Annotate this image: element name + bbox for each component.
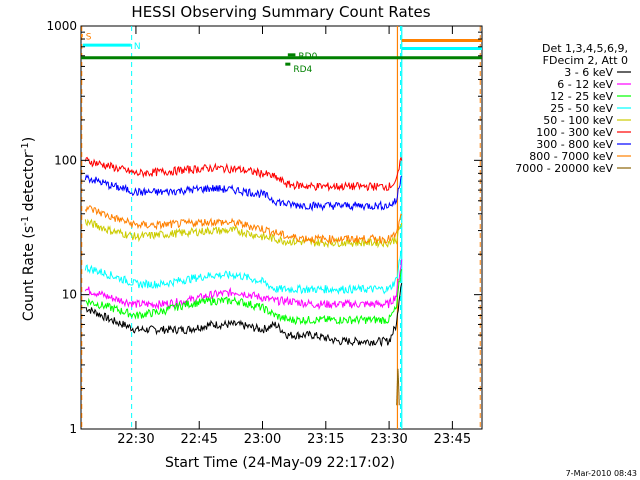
flag-layer: S N RD0 RD4	[81, 32, 482, 75]
series-line-7	[84, 205, 403, 245]
legend-entry-label: 6 - 12 keV	[557, 78, 613, 91]
series-line-8	[396, 368, 400, 406]
legend-header-line: FDecim 2, Att 0	[543, 54, 628, 67]
series-line-3	[84, 249, 403, 296]
chart-title: HESSI Observing Summary Count Rates	[131, 3, 430, 21]
y-tick-label: 1000	[46, 19, 77, 33]
y-tick-label: 100	[54, 153, 77, 167]
flag-label-n: N	[134, 42, 141, 52]
y-tick-label: 10	[62, 288, 77, 302]
legend: Det 1,3,4,5,6,9,FDecim 2, Att 03 - 6 keV…	[515, 42, 631, 175]
legend-entry-label: 3 - 6 keV	[564, 66, 613, 79]
legend-entry-label: 800 - 7000 keV	[529, 150, 613, 163]
series-line-6	[84, 174, 403, 212]
x-tick-label: 23:00	[244, 432, 281, 447]
plot-area-frame	[80, 25, 483, 430]
series-line-0	[85, 282, 403, 348]
x-tick-label: 23:15	[307, 432, 344, 447]
plot-date-annotation: 7-Mar-2010 08:43	[566, 469, 637, 478]
legend-header-line: Det 1,3,4,5,6,9,	[542, 42, 628, 55]
y-axis-label-mid: detector	[21, 152, 37, 216]
legend-entry-label: 100 - 300 keV	[536, 126, 613, 139]
y-axis-label-sup2: -1	[20, 142, 31, 152]
y-tick-label: 1	[69, 422, 77, 436]
y-axis-label: Count Rate (s-1 detector-1)	[20, 137, 37, 321]
flag-label-s: S	[86, 32, 92, 42]
x-tick-label: 23:30	[370, 432, 407, 447]
legend-entry-label: 7000 - 20000 keV	[515, 162, 613, 175]
x-tick-label: 22:30	[117, 432, 154, 447]
legend-entry-label: 25 - 50 keV	[550, 102, 613, 115]
guide-lines	[81, 26, 481, 429]
y-axis-label-end: )	[21, 137, 37, 142]
series-layer	[84, 156, 403, 406]
tick-layer: 22:30 22:45 23:00 23:15 23:30 23:45 1 10 100 1000	[46, 19, 482, 447]
x-tick-label: 22:45	[180, 432, 217, 447]
y-axis-label-main: Count Rate (s	[21, 226, 37, 321]
flag-label-rd0: RD0	[298, 52, 317, 62]
legend-entry-label: 12 - 25 keV	[550, 90, 613, 103]
series-line-1	[84, 259, 403, 311]
legend-entry-label: 300 - 800 keV	[536, 138, 613, 151]
x-axis-label: Start Time (24-May-09 22:17:02)	[165, 455, 395, 471]
series-line-5	[84, 156, 403, 192]
y-axis-label-sup1: -1	[20, 216, 31, 226]
x-tick-label: 23:45	[434, 432, 471, 447]
series-line-2	[85, 269, 403, 326]
legend-entry-label: 50 - 100 keV	[543, 114, 613, 127]
flag-label-rd4: RD4	[293, 65, 312, 75]
